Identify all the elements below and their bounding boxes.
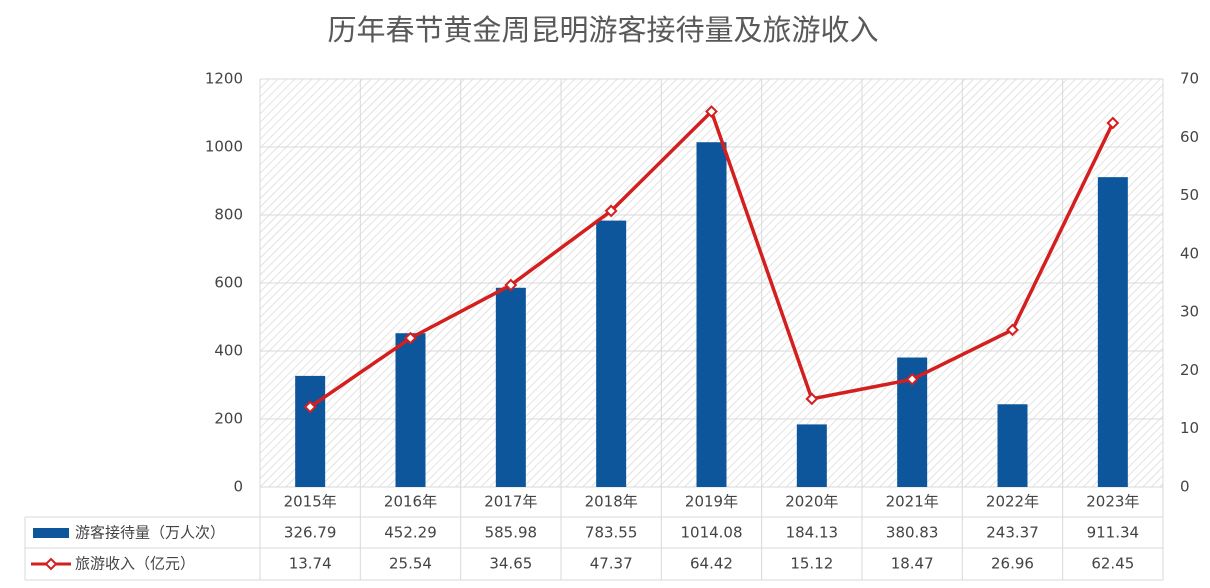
bar [495,287,526,487]
bar [596,220,627,487]
table-cell: 64.42 [690,555,733,573]
x-tick-label: 2020年 [785,493,838,511]
line-marker [1006,323,1019,337]
table-cell: 26.96 [991,555,1034,573]
table-cell: 783.55 [585,524,638,542]
y2-tick-label: 30 [1180,303,1199,321]
x-tick-label: 2022年 [986,493,1039,511]
table-cell: 34.65 [489,555,532,573]
y-tick-label: 1000 [205,138,243,156]
table-cell: 911.34 [1087,524,1140,542]
x-tick-label: 2023年 [1086,493,1139,511]
table-cell: 15.12 [790,555,833,573]
y2-tick-label: 60 [1180,128,1199,146]
table-cell: 13.74 [289,555,332,573]
y2-tick-label: 70 [1180,70,1199,88]
y-tick-label: 800 [214,206,243,224]
bar [295,375,326,487]
table-cell: 25.54 [389,555,432,573]
table-cell: 1014.08 [680,524,742,542]
y-tick-label: 1200 [205,70,243,88]
y-tick-label: 600 [214,274,243,292]
bar [997,404,1028,487]
table-cell: 326.79 [284,524,337,542]
y2-tick-label: 20 [1180,361,1199,379]
y2-tick-label: 10 [1180,419,1199,437]
line-marker [303,400,317,414]
bar [1097,177,1128,487]
line-marker [604,204,618,218]
y-tick-label: 0 [233,478,243,496]
bar [395,333,426,487]
table-cell: 62.45 [1091,555,1134,573]
legend-label: 旅游收入（亿元） [75,555,195,573]
bar [696,142,727,487]
line-marker [1106,116,1120,130]
y2-tick-label: 40 [1180,244,1199,262]
legend-swatch [33,528,69,538]
table-cell: 585.98 [485,524,538,542]
table-cell: 18.47 [891,555,934,573]
x-tick-label: 2019年 [685,493,738,511]
y-tick-label: 200 [214,410,243,428]
table-cell: 452.29 [384,524,437,542]
table-cell: 184.13 [786,524,839,542]
x-tick-label: 2015年 [284,493,337,511]
x-tick-label: 2016年 [384,493,437,511]
y2-tick-label: 50 [1180,186,1199,204]
legend-marker [44,557,58,571]
legend-label: 游客接待量（万人次） [75,524,225,542]
line-marker [705,105,718,118]
line-marker [905,372,919,386]
chart-title: 历年春节黄金周昆明游客接待量及旅游收入 [327,13,878,47]
x-tick-label: 2018年 [585,493,638,511]
line-marker [404,331,417,345]
line-marker [805,392,819,406]
y-tick-label: 400 [214,342,243,360]
x-tick-label: 2017年 [484,493,537,511]
table-cell: 47.37 [590,555,633,573]
line-marker [504,278,518,292]
table-cell: 380.83 [886,524,939,542]
y2-tick-label: 0 [1180,478,1190,496]
bar [796,424,827,487]
table-cell: 243.37 [986,524,1039,542]
x-tick-label: 2021年 [886,493,939,511]
